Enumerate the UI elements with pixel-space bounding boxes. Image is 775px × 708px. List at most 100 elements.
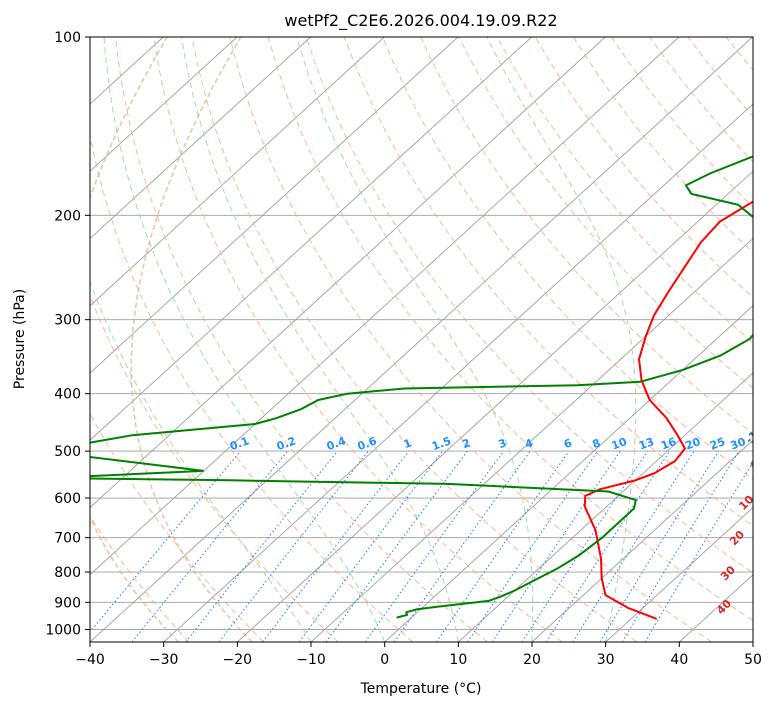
mixing-ratio-line bbox=[621, 450, 740, 642]
dry-adiabat-line bbox=[90, 412, 264, 642]
y-tick-label: 300 bbox=[54, 313, 81, 329]
mixing-ratio-label: 13 bbox=[637, 435, 656, 452]
mixing-ratio-label: 1.5 bbox=[430, 434, 453, 453]
mixing-ratio-label: 16 bbox=[659, 435, 678, 453]
isotherm-line bbox=[90, 37, 385, 307]
dry-adiabat-line bbox=[90, 132, 414, 642]
mixing-ratio-line bbox=[545, 450, 671, 642]
theta-e-line bbox=[130, 37, 253, 642]
profile-series bbox=[90, 155, 753, 620]
dry-adiabat-line bbox=[420, 37, 753, 435]
dewpoint-profile-line bbox=[90, 155, 753, 619]
isotherm-line bbox=[90, 37, 532, 441]
height-contour-label: 0 bbox=[748, 457, 763, 472]
mixing-ratio-line bbox=[364, 450, 505, 642]
y-tick-label: 400 bbox=[54, 387, 81, 403]
x-tick-label: 10 bbox=[449, 652, 467, 668]
mixing-ratio-line bbox=[131, 450, 288, 642]
chart-title: wetPf2_C2E6.2026.004.19.09.R22 bbox=[284, 11, 557, 31]
mixing-ratio-label: 2 bbox=[460, 436, 472, 451]
dry-adiabat-line bbox=[534, 37, 753, 299]
mixing-ratio-label: 0.6 bbox=[356, 434, 379, 453]
isotherm-line bbox=[90, 37, 753, 642]
x-tick-label: −10 bbox=[296, 652, 326, 668]
y-tick-label: 800 bbox=[54, 565, 81, 581]
y-tick-label: 900 bbox=[54, 595, 81, 611]
mixing-ratio-label: 0.1 bbox=[228, 434, 251, 453]
y-axis-label: Pressure (hPa) bbox=[12, 289, 28, 389]
mixing-ratio-line bbox=[491, 450, 621, 642]
dry-adiabat-line bbox=[115, 37, 488, 642]
temp_iso-contour-label: 20 bbox=[727, 528, 747, 548]
x-tick-label: 50 bbox=[744, 652, 762, 668]
mixing-ratio-lines: 0.1 0.2 0.4 0.6 1 1.5 2 3 4 6 8 10 13 16 20 25 30 36 bbox=[90, 434, 768, 642]
theta-e-line bbox=[90, 37, 179, 642]
x-axis-ticks: −40 −30 −20 −10 0 10 20 30 40 50 bbox=[75, 642, 762, 668]
x-tick-label: −40 bbox=[75, 652, 105, 668]
dry-adiabat-line bbox=[90, 294, 339, 642]
isotherm-line bbox=[531, 439, 753, 642]
y-tick-label: 700 bbox=[54, 531, 81, 547]
mixing-ratio-label: 36 bbox=[749, 435, 768, 453]
moist-adiabat-lines bbox=[90, 37, 637, 642]
y-tick-label: 100 bbox=[54, 30, 81, 46]
plot-frame bbox=[89, 36, 754, 643]
height-contour-label: -30 bbox=[753, 360, 775, 383]
x-tick-label: 40 bbox=[670, 652, 688, 668]
mixing-ratio-line bbox=[262, 450, 410, 642]
mixing-ratio-label: 10 bbox=[610, 435, 629, 453]
mixing-ratio-label: 1 bbox=[402, 436, 414, 451]
temp_iso-contour-label: 40 bbox=[714, 597, 734, 617]
isotherm-line bbox=[236, 170, 753, 642]
height-contour-label: -10 bbox=[743, 423, 766, 446]
x-tick-label: −20 bbox=[223, 652, 253, 668]
mixing-ratio-line bbox=[435, 450, 570, 642]
x-tick-label: 20 bbox=[523, 652, 541, 668]
x-axis-label: Temperature (°C) bbox=[360, 681, 482, 697]
y-tick-label: 600 bbox=[54, 491, 81, 507]
mixing-ratio-line bbox=[298, 450, 443, 642]
dry-adiabat-line bbox=[649, 37, 753, 163]
mixing-ratio-line bbox=[90, 450, 241, 633]
moist-adiabat-line bbox=[181, 37, 459, 642]
temp_iso-contour-label: 30 bbox=[718, 563, 738, 583]
isotherm-line bbox=[90, 37, 606, 509]
dry-adiabat-line bbox=[764, 37, 775, 642]
mixing-ratio-label: 6 bbox=[562, 436, 574, 451]
dry-adiabat-line bbox=[305, 37, 753, 574]
mixing-ratio-line bbox=[325, 450, 468, 642]
dry-adiabat-line bbox=[267, 37, 753, 622]
mixing-ratio-line bbox=[185, 450, 338, 642]
mixing-ratio-label: 25 bbox=[708, 435, 727, 452]
isotherm-line bbox=[90, 37, 238, 172]
moist-adiabat-line bbox=[486, 37, 637, 642]
y-tick-label: 200 bbox=[54, 208, 81, 224]
y-axis-ticks: 100 200 300 400 500 600 700 800 900 1000 bbox=[45, 30, 90, 638]
temp_iso-contour-label: 10 bbox=[736, 493, 756, 513]
x-tick-label: 30 bbox=[597, 652, 615, 668]
mixing-ratio-label: 4 bbox=[523, 436, 535, 451]
moist-adiabat-line bbox=[296, 37, 534, 642]
y-tick-label: 500 bbox=[54, 444, 81, 460]
mixing-ratio-line bbox=[572, 450, 695, 642]
isotherm-line bbox=[605, 506, 753, 642]
dry-adiabat-line bbox=[572, 37, 753, 253]
x-tick-label: −30 bbox=[149, 652, 179, 668]
isotherm-line bbox=[90, 37, 311, 240]
height-contour-label: -20 bbox=[750, 393, 773, 416]
temperature-profile-line bbox=[583, 200, 753, 620]
mixing-ratio-label: 0.2 bbox=[275, 434, 298, 453]
isotherm-line bbox=[752, 641, 753, 642]
isotherm-line bbox=[384, 305, 753, 642]
mixing-ratio-label: 8 bbox=[591, 436, 603, 451]
dry-adiabat-line bbox=[382, 37, 753, 481]
mixing-ratio-line bbox=[393, 450, 531, 642]
dry-adiabat-line bbox=[191, 37, 638, 642]
mixing-ratio-label: 0.4 bbox=[325, 434, 348, 453]
isotherm-lines bbox=[90, 37, 753, 642]
height-contour-label: -50 bbox=[769, 288, 775, 311]
isotherm-line bbox=[310, 237, 753, 642]
mixing-ratio-label: 3 bbox=[497, 436, 509, 451]
